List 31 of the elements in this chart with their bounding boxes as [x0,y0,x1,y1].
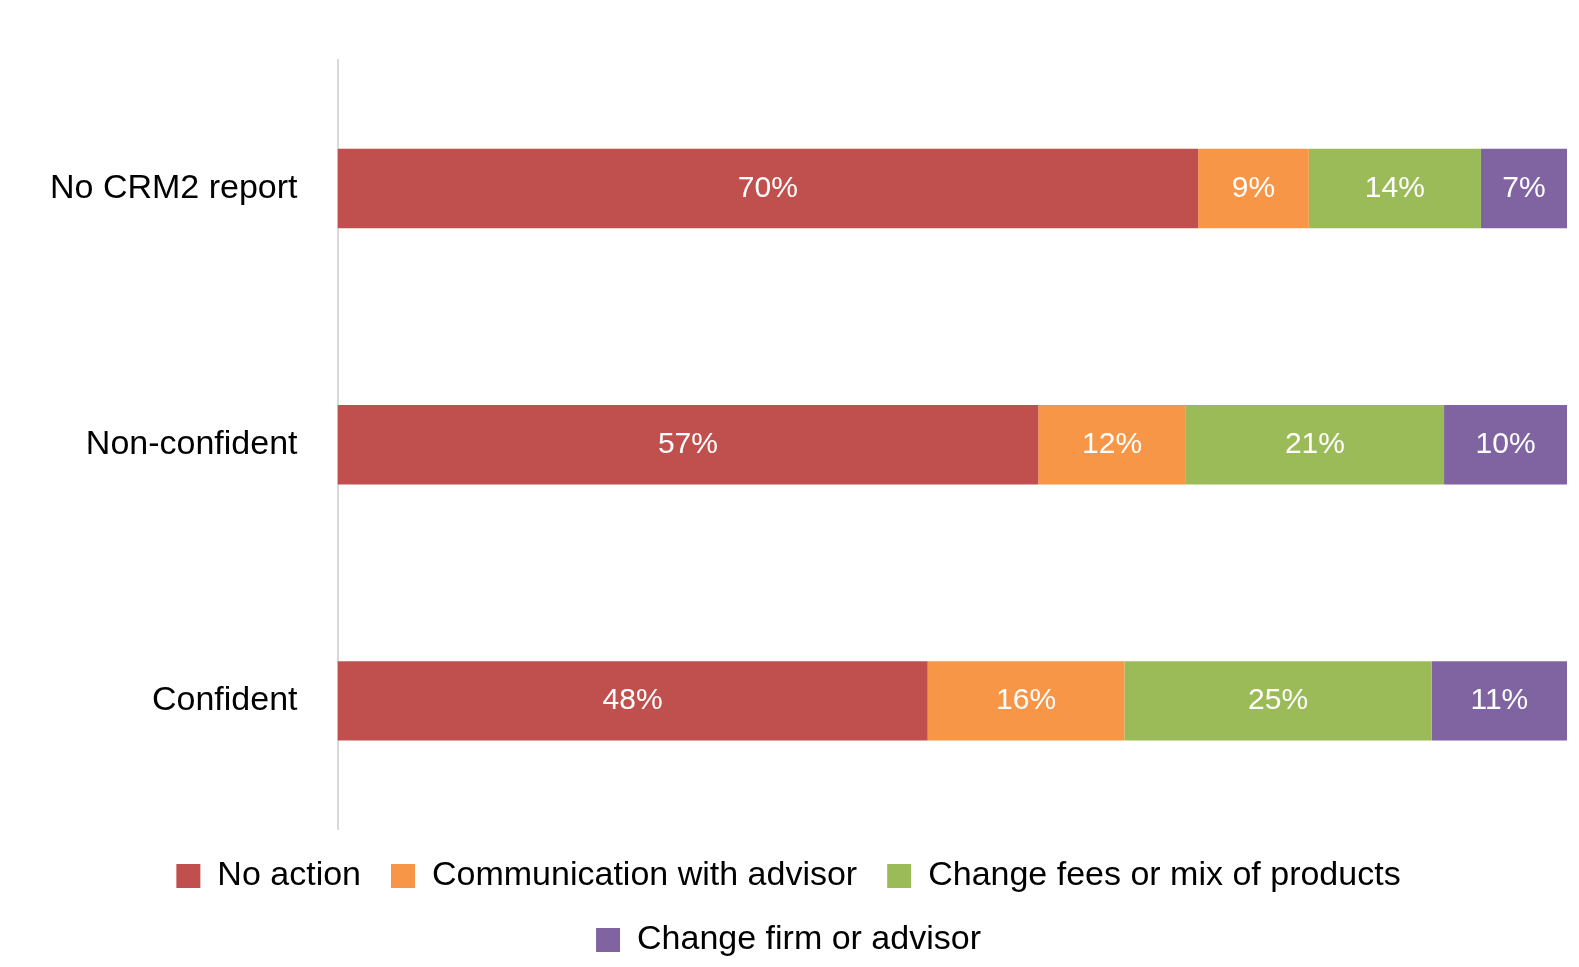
legend-label: Change firm or advisor [637,918,981,957]
bar [1038,404,1186,485]
bar [1431,661,1567,741]
legend-label: Change fees or mix of products [928,854,1401,893]
data-label: 12% [1082,425,1143,459]
y-tick-label: No CRM2 report [50,166,299,205]
bar [1480,148,1567,229]
y-tick-label: Confident [151,679,299,718]
data-label: 10% [1475,425,1536,459]
bar [1124,661,1432,741]
data-label: 21% [1284,425,1345,459]
data-label: 16% [996,682,1057,716]
data-label: 11% [1470,682,1529,716]
data-label: 14% [1364,169,1425,203]
bar [1308,148,1481,229]
bar [927,661,1125,741]
bar [337,661,928,741]
y-tick-label: Non-confident [85,423,299,462]
data-label: 9% [1231,169,1276,203]
legend-label: No action [217,854,362,893]
bar [1198,148,1309,229]
bar [1444,404,1567,485]
data-label: 70% [737,169,798,203]
bar [337,148,1199,229]
data-label: 25% [1248,682,1309,716]
legend-label: Communication with advisor [432,854,858,893]
data-label: 7% [1502,169,1546,203]
bar [337,404,1039,485]
bar [1185,404,1445,485]
data-label: 48% [602,682,663,716]
data-label: 57% [657,425,718,459]
